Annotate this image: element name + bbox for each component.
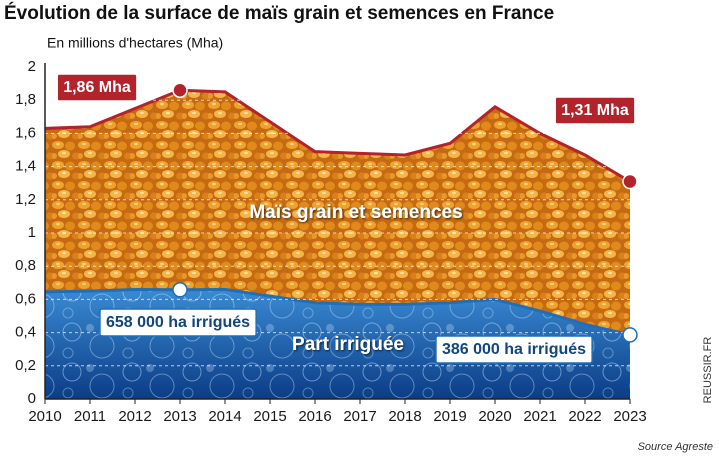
annotation: 658 000 ha irrigués [99,308,257,337]
annotation-text: 1,31 Mha [561,102,629,119]
annotation-box [56,73,138,102]
source: Source Agreste [638,441,713,453]
y-tick-label: 0,4 [15,324,36,341]
marker [172,282,188,298]
annotation-box [554,96,636,125]
line [44,287,631,337]
subtitle: En millions d'hectares (Mha) [47,35,223,51]
annotation-box [99,308,257,337]
x-tick-label: 2012 [118,408,151,425]
x-tick-label: 2013 [163,408,196,425]
x-tick-label: 2010 [28,408,61,425]
x-tick-label: 2017 [343,408,376,425]
x-tick-label: 2019 [433,408,466,425]
annotation: 1,31 Mha [554,96,636,125]
y-tick-label: 1,4 [15,158,36,175]
annotation-text: 1,86 Mha [63,79,131,96]
y-tick-label: 0,8 [15,257,36,274]
chart-title: Évolution de la surface de maïs grain et… [4,2,554,24]
annotation: 386 000 ha irrigués [435,335,593,364]
y-tick-label: 2 [28,58,36,75]
y-tick-label: 1 [28,224,36,241]
credit: REUSSIR.FR [702,337,714,404]
y-tick-label: 1,8 [15,91,36,108]
x-tick-label: 2016 [298,408,331,425]
x-tick-label: 2021 [523,408,556,425]
y-tick-label: 1,6 [15,124,36,141]
x-tick-label: 2011 [74,408,106,425]
x-tick-label: 2014 [208,408,241,425]
marker [622,327,638,343]
annotation-text: 386 000 ha irrigués [442,341,586,358]
annotation: 1,86 Mha [56,73,138,102]
series-label: Maïs grain et semences [249,202,462,223]
x-tick-label: 2015 [253,408,286,425]
x-tick-label: 2020 [478,408,511,425]
y-tick-label: 0,6 [15,290,36,307]
annotation-text: 658 000 ha irrigués [106,314,250,331]
marker [622,173,638,190]
marker [172,82,188,98]
x-tick-label: 2022 [568,408,601,425]
y-tick-label: 1,2 [15,191,36,208]
y-tick-label: 0,2 [15,357,36,374]
line [44,88,631,183]
y-tick-label: 0 [28,390,36,407]
annotation-box [435,335,593,364]
x-tick-label: 2023 [613,408,646,425]
x-tick-label: 2018 [388,408,421,425]
series-label: Part irriguée [292,334,404,355]
